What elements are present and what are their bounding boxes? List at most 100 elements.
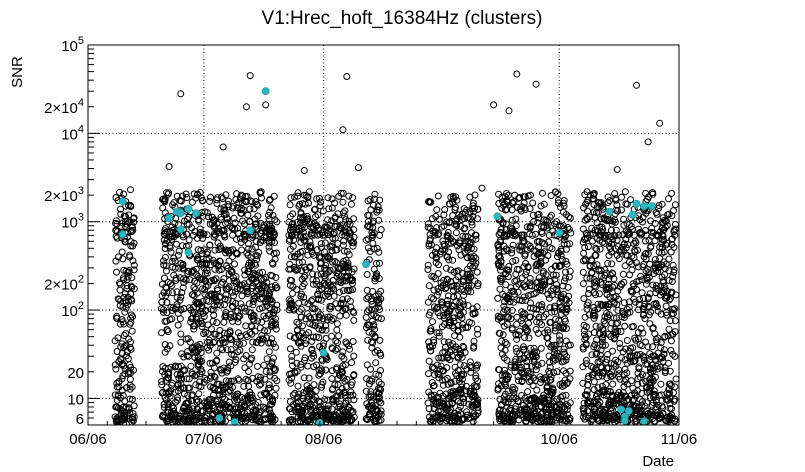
cluster-point [113, 396, 121, 404]
cluster-point [592, 291, 599, 299]
highlighted-cluster-point [628, 210, 637, 219]
cluster-point [467, 364, 475, 372]
cluster-point [126, 375, 134, 383]
cluster-point [163, 299, 171, 306]
cluster-point [437, 415, 445, 423]
cluster-point [326, 305, 334, 313]
cluster-point [269, 234, 277, 242]
cluster-point [248, 323, 256, 331]
cluster-point [257, 339, 265, 347]
cluster-point [226, 334, 234, 342]
cluster-point [254, 373, 262, 381]
cluster-point [221, 233, 229, 241]
cluster-point [507, 407, 515, 415]
cluster-point [184, 399, 192, 407]
cluster-point [176, 315, 184, 323]
cluster-point [512, 395, 520, 403]
cluster-point [336, 288, 343, 296]
cluster-point [188, 315, 195, 323]
cluster-point [633, 81, 640, 89]
cluster-point [223, 368, 231, 376]
highlighted-cluster-point [176, 209, 185, 217]
highlighted-cluster-point [192, 209, 201, 217]
cluster-point [160, 261, 168, 269]
cluster-point [123, 348, 131, 356]
cluster-point [127, 186, 134, 194]
cluster-point [350, 372, 358, 380]
cluster-point [207, 325, 215, 333]
cluster-point [501, 339, 509, 346]
cluster-point [194, 362, 202, 370]
cluster-point [177, 90, 185, 98]
cluster-point [120, 332, 128, 339]
cluster-point [179, 284, 187, 292]
cluster-point [371, 333, 379, 341]
cluster-point [245, 278, 253, 286]
cluster-point [301, 223, 308, 231]
cluster-point [173, 396, 181, 404]
cluster-point [364, 244, 372, 252]
cluster-point [547, 401, 555, 408]
cluster-point [127, 345, 135, 353]
cluster-point [206, 220, 214, 228]
cluster-point [653, 210, 661, 218]
cluster-point [246, 72, 254, 80]
y-tick-label: 2×104 [44, 97, 84, 117]
cluster-point [438, 323, 446, 331]
cluster-point [122, 330, 130, 338]
cluster-point [200, 330, 208, 338]
cluster-point [192, 381, 200, 389]
cluster-point [510, 298, 518, 306]
cluster-point [368, 377, 376, 385]
cluster-point [560, 345, 568, 353]
cluster-point [449, 286, 457, 294]
cluster-point [159, 363, 167, 371]
cluster-point [342, 311, 350, 319]
cluster-point [601, 266, 609, 274]
cluster-point [297, 209, 305, 217]
cluster-point [286, 345, 294, 353]
cluster-point [126, 320, 134, 328]
cluster-point [297, 305, 305, 313]
cluster-point [508, 249, 516, 257]
cluster-point [209, 359, 216, 367]
cluster-point [537, 260, 545, 268]
cluster-point [342, 338, 350, 346]
cluster-point [644, 343, 652, 351]
cluster-point [162, 240, 170, 248]
cluster-point [534, 278, 542, 286]
cluster-point [319, 378, 327, 386]
cluster-point [539, 287, 547, 295]
cluster-point [258, 284, 266, 292]
cluster-point [376, 259, 383, 267]
cluster-point [470, 337, 478, 345]
cluster-point [202, 403, 210, 410]
cluster-point [512, 256, 520, 264]
x-tick-label: 06/06 [69, 431, 107, 448]
cluster-point [333, 326, 341, 334]
cluster-point [548, 416, 556, 424]
cluster-point [439, 237, 447, 245]
cluster-point [288, 232, 296, 240]
cluster-point [448, 346, 455, 354]
cluster-point [502, 281, 510, 289]
cluster-point [245, 240, 252, 248]
cluster-point [272, 321, 279, 329]
cluster-point [508, 326, 516, 334]
cluster-point [376, 196, 384, 204]
cluster-point [159, 308, 167, 316]
cluster-point [213, 220, 221, 227]
cluster-point [375, 397, 383, 405]
cluster-point [217, 280, 225, 288]
y-tick-label: 20 [67, 365, 84, 382]
cluster-point [341, 389, 349, 397]
cluster-point [560, 348, 568, 356]
cluster-point [126, 408, 134, 416]
x-tick-label: 11/06 [661, 431, 697, 448]
cluster-point [566, 240, 574, 248]
cluster-point [313, 246, 321, 254]
cluster-point [222, 210, 230, 218]
cluster-point [434, 309, 442, 317]
cluster-point [526, 414, 534, 422]
cluster-point [560, 367, 568, 375]
